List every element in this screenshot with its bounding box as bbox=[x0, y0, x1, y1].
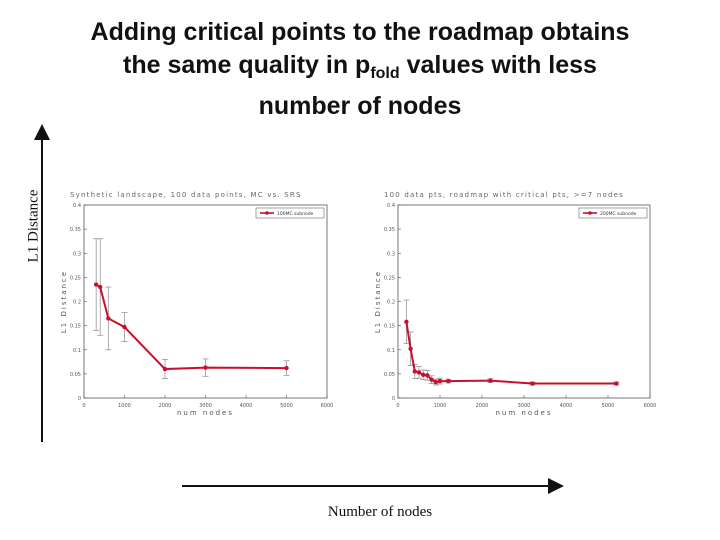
right-x-tick-label: 1000 bbox=[434, 403, 447, 409]
right-data-point bbox=[421, 372, 426, 378]
left-data-point bbox=[284, 365, 289, 371]
left-legend-box bbox=[255, 207, 325, 219]
right-data-point bbox=[446, 378, 451, 384]
right-data-point bbox=[404, 319, 409, 324]
right-x-tick-label: 6000 bbox=[644, 403, 657, 409]
right-y-tick-label: 0.1 bbox=[387, 348, 395, 354]
right-data-point bbox=[408, 346, 413, 351]
left-data-point bbox=[122, 324, 127, 330]
left-data-point bbox=[106, 316, 111, 321]
left-y-tick-label: 0.15 bbox=[70, 324, 81, 330]
right-x-tick-label: 0 bbox=[396, 403, 399, 409]
left-x-tick-label: 2000 bbox=[159, 403, 172, 409]
left-x-tick-label: 6000 bbox=[321, 403, 334, 409]
left-legend-marker bbox=[265, 211, 269, 215]
left-y-tick-label: 0.35 bbox=[70, 227, 81, 233]
right-y-tick-label: 0.35 bbox=[384, 227, 395, 233]
right-y-axis-label: L1 Distance bbox=[374, 270, 382, 333]
right-data-point bbox=[530, 381, 535, 386]
right-legend-marker bbox=[588, 211, 592, 215]
right-y-tick-label: 0.3 bbox=[387, 251, 395, 257]
right-y-tick-label: 0.15 bbox=[384, 324, 395, 330]
right-x-tick-label: 2000 bbox=[476, 403, 489, 409]
right-data-point bbox=[416, 370, 422, 375]
right-plot-frame bbox=[397, 204, 651, 399]
left-legend-label: 100MC subnode bbox=[277, 211, 314, 217]
left-chart-title: Synthetic landscape, 100 data points, MC… bbox=[70, 191, 302, 199]
left-data-point bbox=[98, 284, 103, 290]
right-legend-label: 200MC subnode bbox=[600, 211, 637, 217]
left-y-tick-label: 0.4 bbox=[73, 203, 81, 209]
right-y-tick-label: 0 bbox=[392, 396, 395, 402]
right-x-tick-label: 4000 bbox=[560, 403, 573, 409]
left-y-tick-label: 0.05 bbox=[70, 372, 81, 378]
slide-title: Adding critical points to the roadmap ob… bbox=[20, 16, 700, 123]
right-data-point bbox=[412, 369, 417, 374]
right-y-tick-label: 0.25 bbox=[384, 275, 395, 281]
left-x-axis-label: num nodes bbox=[177, 409, 234, 417]
right-data-point bbox=[614, 381, 619, 386]
right-data-point bbox=[437, 378, 443, 384]
right-x-axis-label: num nodes bbox=[495, 409, 552, 417]
title-line-2: the same quality in pfold values with le… bbox=[20, 49, 700, 90]
title-line-2-pre: the same quality in p bbox=[123, 51, 371, 79]
left-data-point bbox=[203, 365, 208, 370]
title-line-3: number of nodes bbox=[258, 92, 462, 120]
title-line-2-post: values with less bbox=[399, 51, 597, 79]
right-legend-box bbox=[578, 207, 648, 219]
left-chart: Synthetic landscape, 100 data points, MC… bbox=[60, 191, 333, 417]
left-data-point bbox=[162, 366, 168, 372]
big-x-axis-label: Number of nodes bbox=[327, 504, 433, 520]
right-x-tick-label: 3000 bbox=[518, 403, 531, 409]
right-y-tick-label: 0.05 bbox=[384, 372, 395, 378]
left-x-tick-label: 0 bbox=[82, 403, 85, 409]
right-data-point bbox=[433, 379, 438, 385]
right-chart-title: 100 data pts, roadmap with critical pts,… bbox=[384, 191, 624, 199]
right-chart: 100 data pts, roadmap with critical pts,… bbox=[374, 191, 656, 417]
left-x-tick-label: 3000 bbox=[199, 403, 212, 409]
title-line-1: Adding critical points to the roadmap ob… bbox=[90, 18, 630, 46]
left-y-tick-label: 0.2 bbox=[73, 300, 81, 306]
right-data-point bbox=[425, 373, 430, 378]
right-y-tick-label: 0.4 bbox=[387, 203, 395, 209]
left-x-tick-label: 1000 bbox=[118, 403, 131, 409]
left-x-tick-label: 4000 bbox=[240, 403, 253, 409]
left-y-axis-label: L1 Distance bbox=[60, 270, 68, 333]
right-data-point bbox=[429, 377, 434, 382]
left-x-tick-label: 5000 bbox=[280, 403, 293, 409]
title-subscript: fold bbox=[370, 65, 400, 82]
left-y-tick-label: 0.1 bbox=[73, 348, 81, 354]
left-y-tick-label: 0 bbox=[78, 396, 81, 402]
right-y-tick-label: 0.2 bbox=[387, 300, 395, 306]
left-y-tick-label: 0.3 bbox=[73, 251, 81, 257]
right-data-point bbox=[488, 378, 493, 383]
left-data-point bbox=[93, 282, 99, 287]
left-y-tick-label: 0.25 bbox=[70, 275, 81, 281]
right-x-tick-label: 5000 bbox=[602, 403, 615, 409]
